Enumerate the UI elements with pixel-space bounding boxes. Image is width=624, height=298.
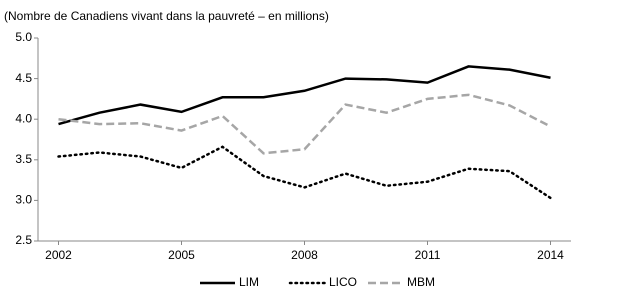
legend-label: LIM xyxy=(239,275,259,289)
chart-title: (Nombre de Canadiens vivant dans la pauv… xyxy=(4,9,329,23)
y-tick-label: 2.5 xyxy=(15,233,32,247)
series-line xyxy=(58,93,552,155)
x-tick-label: 2005 xyxy=(168,248,195,262)
series-line xyxy=(57,145,552,200)
x-tick-label: 2014 xyxy=(537,248,564,262)
y-tick-label: 5.0 xyxy=(15,30,32,44)
y-tick-label: 4.0 xyxy=(15,111,32,125)
x-tick-label: 2002 xyxy=(45,248,72,262)
legend-label: LICO xyxy=(329,275,357,289)
y-tick-label: 3.5 xyxy=(15,152,32,166)
x-tick-label: 2008 xyxy=(291,248,318,262)
legend-label: MBM xyxy=(407,275,435,289)
x-tick-label: 2011 xyxy=(415,248,441,262)
y-tick-label: 4.5 xyxy=(15,71,32,85)
y-tick-label: 3.0 xyxy=(15,193,32,207)
series-line xyxy=(58,65,551,126)
